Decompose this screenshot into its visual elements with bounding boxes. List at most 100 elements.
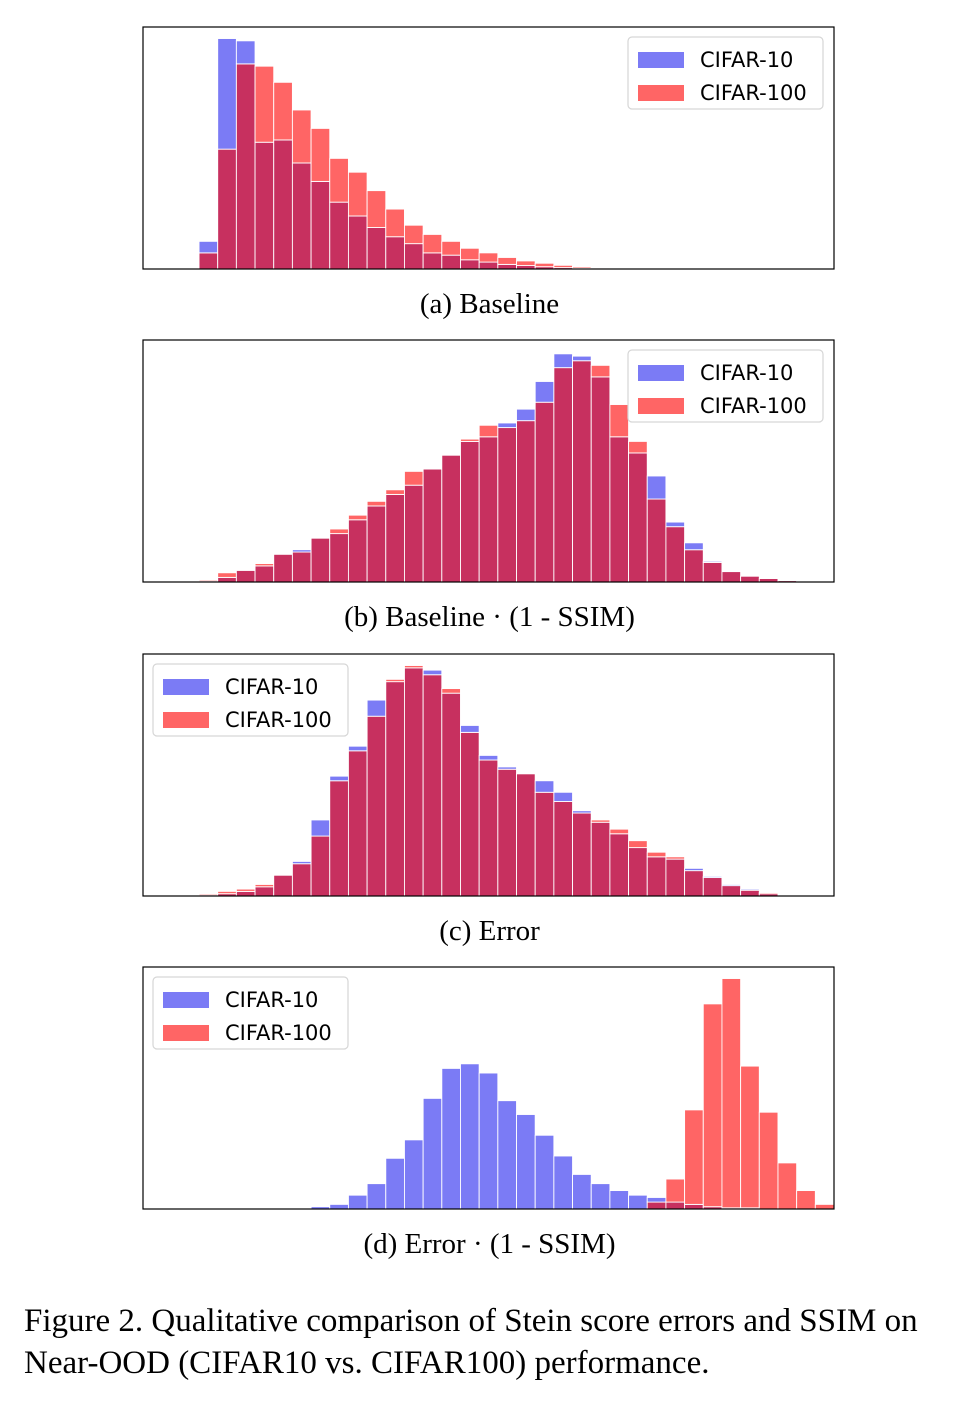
legend-swatch-cifar100 [163,712,209,728]
bar-cifar100 [217,572,237,578]
bar-cifar100 [740,1065,760,1209]
bar-cifar10 [347,1194,368,1210]
bar-cifar100 [478,252,499,263]
bar-cifar100 [385,489,405,495]
bar-cifar100 [441,240,461,256]
bar-cifar10 [460,724,480,733]
subcaption-c: (c) Error [439,915,540,947]
legend-label-cifar100: CIFAR-100 [700,394,807,418]
legend: CIFAR-10 CIFAR-100 [152,976,349,1050]
bar-cifar10 [740,888,760,891]
bar-overlap [385,681,405,897]
bar-cifar10 [572,810,592,814]
legend: CIFAR-10 CIFAR-100 [627,36,824,110]
bar-cifar10 [702,875,723,879]
histogram-baseline: CIFAR-10 CIFAR-100 [142,26,835,270]
bar-overlap [646,1201,667,1210]
bar-cifar10 [646,1197,667,1203]
bar-overlap [516,420,536,583]
subcaption-b: (b) Baseline · (1 - SSIM) [344,601,635,633]
bar-overlap [740,575,760,583]
bars [198,353,816,583]
bar-cifar100 [721,978,742,1209]
bar-overlap [628,847,648,897]
bar-cifar10 [534,1134,555,1210]
bar-overlap [590,376,611,583]
legend-swatch-cifar100 [163,1025,209,1041]
bar-overlap [534,791,555,897]
bar-cifar10 [460,1063,480,1210]
bar-cifar10 [497,422,517,429]
bar-overlap [347,750,368,897]
bar-overlap [385,236,405,270]
bar-overlap [235,890,256,897]
bar-cifar100 [553,264,573,269]
bar-cifar100 [385,208,405,238]
bar-overlap [497,768,517,897]
bar-cifar10 [404,1139,424,1210]
bar-overlap [310,180,331,270]
bar-overlap [721,885,742,897]
bar-cifar10 [347,745,368,752]
bar-overlap [329,780,349,897]
figure-caption: Figure 2. Qualitative comparison of Stei… [24,1303,918,1381]
bar-cifar100 [329,528,349,535]
histogram-baseline-ssim: CIFAR-10 CIFAR-100 [142,339,835,583]
bar-cifar100 [534,262,555,268]
bar-cifar10 [553,791,573,802]
bar-overlap [422,674,443,897]
bar-overlap [441,254,461,270]
bar-cifar100 [422,233,443,254]
legend-label-cifar10: CIFAR-10 [225,988,318,1012]
bar-cifar100 [590,364,611,378]
legend: CIFAR-10 CIFAR-100 [627,349,824,423]
bar-cifar10 [572,1173,592,1210]
bar-cifar100 [273,81,293,141]
axes-frame [142,653,835,897]
bar-overlap [478,261,499,270]
bar-cifar10 [553,1155,573,1210]
legend: CIFAR-10 CIFAR-100 [152,663,349,737]
bar-cifar10 [422,1097,443,1210]
bar-overlap [572,812,592,897]
bar-overlap [404,484,424,583]
bar-overlap [441,454,461,583]
bar-cifar100 [628,840,648,849]
bar-cifar100 [347,171,368,217]
legend-label-cifar10: CIFAR-10 [700,48,793,72]
bar-cifar10 [609,1190,630,1210]
bar-cifar100 [347,514,368,521]
bar-cifar100 [628,440,648,454]
bar-cifar100 [590,819,611,823]
bar-overlap [235,570,256,583]
bar-cifar10 [702,560,723,563]
bar-overlap [740,889,760,897]
bar-overlap [254,565,275,583]
bar-cifar10 [684,542,704,551]
legend-swatch-cifar10 [638,365,684,381]
bar-overlap [478,436,499,583]
bar-overlap [628,452,648,583]
bar-cifar10 [441,1067,461,1210]
bar-overlap [385,493,405,583]
bar-cifar100 [217,890,237,895]
bar-cifar100 [497,257,517,265]
bar-overlap [665,1201,686,1210]
bar-cifar100 [366,190,387,228]
bar-overlap [534,401,555,583]
legend-label-cifar10: CIFAR-10 [700,361,793,385]
legend-label-cifar10: CIFAR-10 [225,675,318,699]
bar-overlap [273,874,293,897]
bar-overlap [404,667,424,897]
bar-cifar100 [702,1003,723,1208]
bar-overlap [460,440,480,583]
bar-overlap [254,886,275,897]
bar-cifar100 [684,1109,704,1205]
bar-cifar100 [404,665,424,669]
bar-cifar100 [329,157,349,203]
bar-cifar10 [291,860,312,865]
bar-overlap [572,360,592,583]
bar-cifar100 [814,1203,835,1210]
bar-cifar10 [497,1100,517,1210]
bar-cifar100 [609,828,630,835]
